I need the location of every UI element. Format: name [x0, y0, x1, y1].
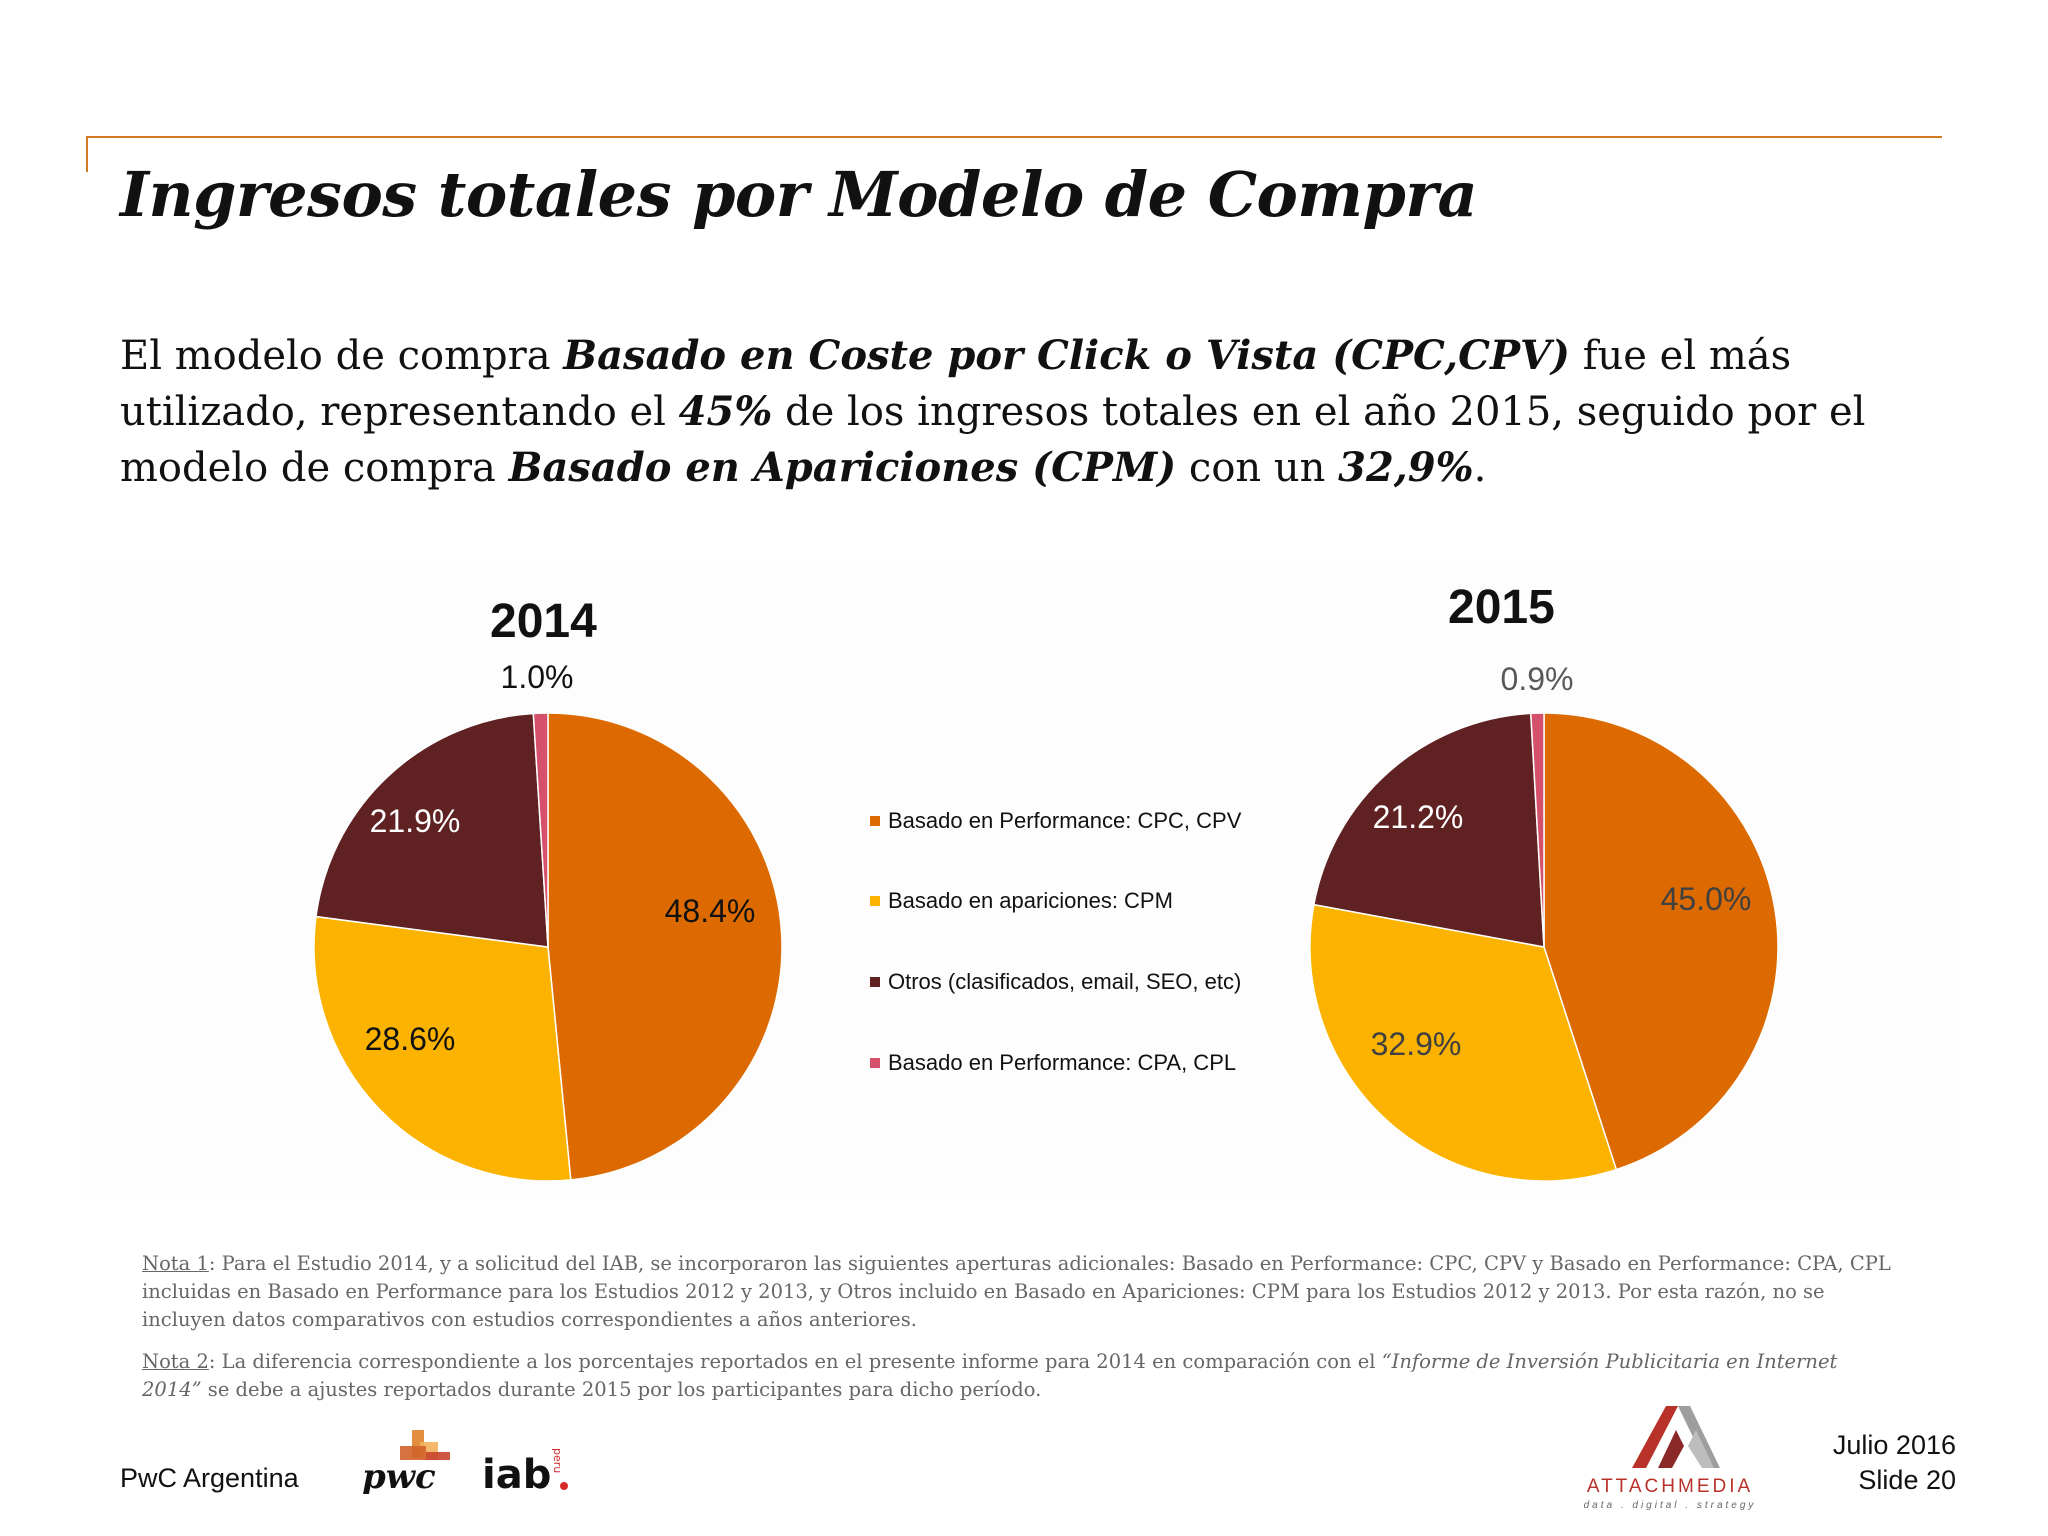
legend-swatch-otros [870, 977, 880, 987]
legend-swatch-cpa-cpl [870, 1058, 880, 1068]
legend-item-cpa-cpl: Basado en Performance: CPA, CPL [870, 1050, 1236, 1076]
legend-swatch-cpc-cpv [870, 816, 880, 826]
footer-meta: Julio 2016 Slide 20 [1833, 1428, 1956, 1498]
footer-slide-number: Slide 20 [1858, 1465, 1956, 1495]
attachmedia-logo: ATTACHMEDIA data . digital . strategy [1584, 1406, 1757, 1511]
intro-text-1: El modelo de compra [120, 333, 564, 379]
legend-label: Otros (clasificados, email, SEO, etc) [888, 969, 1242, 994]
intro-bold-45: 45% [678, 388, 773, 435]
intro-bold-329: 32,9% [1338, 444, 1474, 491]
intro-text-5: . [1473, 445, 1487, 491]
iab-logo-text: iab [482, 1452, 551, 1498]
note-2-label: Nota 2 [142, 1350, 209, 1373]
chart-title-2014: 2014 [490, 595, 597, 648]
attachmedia-logo-text: ATTACHMEDIA [1587, 1476, 1753, 1497]
slide-title: Ingresos totales por Modelo de Compra [120, 158, 1478, 231]
note-1: Nota 1: Para el Estudio 2014, y a solici… [142, 1250, 1902, 1334]
header-rule [86, 136, 1942, 138]
legend-label: Basado en Performance: CPA, CPL [888, 1050, 1237, 1075]
footer-date: Julio 2016 [1832, 1430, 1956, 1460]
note-1-text: : Para el Estudio 2014, y a solicitud de… [142, 1252, 1891, 1331]
intro-paragraph: El modelo de compra Basado en Coste por … [120, 328, 1920, 496]
header-rule-corner [86, 136, 88, 172]
pwc-logo-text: pwc [362, 1457, 436, 1494]
note-2-text-b: se debe a ajustes reportados durante 201… [201, 1378, 1042, 1401]
pwc-logo: pwc [362, 1430, 450, 1494]
note-2-italic: “Informe de Inversión Publicitaria en In… [142, 1350, 1838, 1401]
legend-item-otros: Otros (clasificados, email, SEO, etc) [870, 969, 1241, 995]
legend-swatch-cpm [870, 896, 880, 906]
chart-area [80, 560, 1960, 1200]
legend-label: Basado en apariciones: CPM [888, 888, 1173, 913]
note-2-text-a: : La diferencia correspondiente a los po… [208, 1350, 1382, 1373]
intro-text-3: de los ingresos totales en el año 2015, … [120, 389, 1866, 491]
footer-company: PwC Argentina [120, 1463, 299, 1493]
chart-title-2015: 2015 [1448, 581, 1555, 634]
note-2: Nota 2: La diferencia correspondiente a … [142, 1348, 1902, 1404]
legend-item-cpc-cpv: Basado en Performance: CPC, CPV [870, 808, 1241, 834]
attachmedia-logo-tagline: data . digital . strategy [1584, 1500, 1757, 1511]
intro-text-2: fue el más utilizado, representando el [120, 333, 1792, 435]
legend-label: Basado en Performance: CPC, CPV [888, 808, 1242, 833]
iab-logo-sub: peru [551, 1448, 564, 1473]
intro-bold-cpm: Basado en Apariciones (CPM) [508, 444, 1177, 491]
intro-bold-cpc: Basado en Coste por Click o Vista (CPC,C… [563, 332, 1570, 379]
legend-item-cpm: Basado en apariciones: CPM [870, 888, 1173, 914]
iab-logo: iab peru [482, 1448, 568, 1498]
intro-text-4: con un [1176, 445, 1339, 491]
note-1-label: Nota 1 [142, 1252, 209, 1275]
footnotes: Nota 1: Para el Estudio 2014, y a solici… [142, 1250, 1902, 1418]
